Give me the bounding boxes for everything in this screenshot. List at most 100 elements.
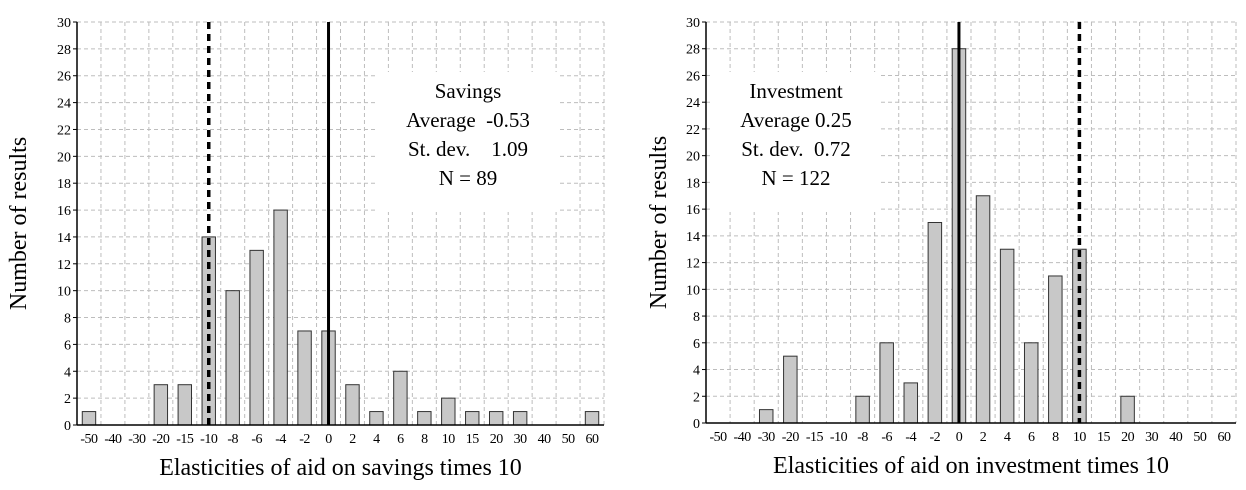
x-tick-label: 50 xyxy=(1193,430,1207,445)
x-axis-title: Elasticities of aid on investment times … xyxy=(773,453,1169,479)
bar xyxy=(488,411,504,426)
stats-annotation: Savings Average -0.53 St. dev. 1.09 N = 89 xyxy=(378,72,558,212)
y-axis-title: Number of results xyxy=(646,136,672,309)
x-tick-label: 15 xyxy=(466,432,480,447)
bar xyxy=(927,222,943,424)
stats-line: Average 0.25 xyxy=(740,108,852,132)
stats-line: Savings xyxy=(435,79,502,103)
bar xyxy=(783,355,798,424)
y-tick-label: 2 xyxy=(64,392,71,407)
bar xyxy=(855,395,870,424)
bar xyxy=(177,384,193,426)
bar xyxy=(297,330,312,426)
x-tick-label: -8 xyxy=(857,430,868,445)
x-tick-label: 30 xyxy=(1145,430,1159,445)
reference-lines xyxy=(957,22,1082,423)
x-axis-title: Elasticities of aid on savings times 10 xyxy=(159,455,522,481)
y-tick-label: 28 xyxy=(686,43,700,58)
bar xyxy=(417,411,432,426)
y-tick-label: 0 xyxy=(64,419,71,434)
x-tick-label: 20 xyxy=(490,432,504,447)
x-tick-labels: -50 -40 -30 -20 -15 -10 -8 -6 -4 -2 0 2 4 6 8 10 15 20 30 4… xyxy=(709,430,1231,445)
stats-line: N = 122 xyxy=(761,166,830,190)
x-tick-label: -20 xyxy=(152,432,170,447)
bar xyxy=(1048,275,1063,424)
x-tick-label: -4 xyxy=(905,430,916,445)
x-tick-label: 8 xyxy=(421,432,428,447)
bar xyxy=(879,342,894,424)
x-tick-label: -30 xyxy=(128,432,146,447)
x-tick-label: 0 xyxy=(956,430,963,445)
y-tick-label: 6 xyxy=(64,338,71,353)
x-tick-label: 4 xyxy=(1004,430,1011,445)
y-tick-label: 10 xyxy=(686,283,700,298)
bar xyxy=(441,397,456,426)
bar xyxy=(999,248,1015,424)
x-tick-label: 60 xyxy=(1217,430,1231,445)
y-tick-label: 4 xyxy=(693,364,700,379)
x-tick-label: 10 xyxy=(1073,430,1087,445)
bar xyxy=(584,411,600,426)
x-tick-label: 2 xyxy=(349,432,356,447)
x-tick-label: -40 xyxy=(734,430,752,445)
stats-line: St. dev. 1.09 xyxy=(408,137,528,161)
bar xyxy=(393,370,408,426)
x-tick-label: 50 xyxy=(562,432,576,447)
y-tick-label: 24 xyxy=(57,97,71,112)
x-tick-label: -20 xyxy=(782,430,800,445)
y-tick-label: 12 xyxy=(686,257,700,272)
x-tick-label: 4 xyxy=(373,432,380,447)
bar xyxy=(465,411,480,426)
y-tick-label: 28 xyxy=(57,43,71,58)
y-tick-label: 30 xyxy=(57,16,71,31)
y-tick-label: 8 xyxy=(64,312,71,327)
bars xyxy=(81,209,600,426)
stats-line: Average -0.53 xyxy=(406,108,530,132)
x-tick-label: 8 xyxy=(1052,430,1059,445)
y-tick-label: 20 xyxy=(57,150,71,165)
y-tick-label: 14 xyxy=(686,230,700,245)
y-axis-title: Number of results xyxy=(6,137,32,310)
y-tick-label: 10 xyxy=(57,285,71,300)
y-tick-label: 26 xyxy=(57,70,71,85)
stats-box xyxy=(712,72,880,212)
stats-line: Investment xyxy=(749,79,842,103)
stats-line: N = 89 xyxy=(439,166,498,190)
bar xyxy=(903,382,919,424)
x-tick-label: -40 xyxy=(104,432,122,447)
bar xyxy=(369,411,384,426)
x-tick-label: 40 xyxy=(538,432,552,447)
bar xyxy=(758,409,774,424)
x-tick-label: -50 xyxy=(709,430,727,445)
y-tick-label: 20 xyxy=(686,150,700,165)
y-tick-label: 16 xyxy=(57,204,71,219)
bar xyxy=(81,411,97,426)
x-tick-label: -50 xyxy=(80,432,98,447)
bar xyxy=(273,209,288,426)
y-tick-label: 8 xyxy=(693,310,700,325)
reference-lines xyxy=(207,22,331,425)
x-tick-label: -10 xyxy=(830,430,848,445)
x-tick-label: 6 xyxy=(397,432,404,447)
x-tick-label: -15 xyxy=(176,432,194,447)
x-tick-label: -8 xyxy=(227,432,238,447)
y-tick-label: 6 xyxy=(693,337,700,352)
x-tick-label: -6 xyxy=(881,430,892,445)
x-tick-label: -10 xyxy=(200,432,218,447)
bar xyxy=(225,290,240,426)
y-tick-label: 4 xyxy=(64,365,71,380)
y-tick-label: 0 xyxy=(693,417,700,432)
stats-box xyxy=(378,72,558,212)
bar xyxy=(1023,342,1039,424)
x-tick-label: -2 xyxy=(299,432,310,447)
y-tick-label: 30 xyxy=(686,16,700,31)
x-tick-labels: -50 -40 -30 -20 -15 -10 -8 -6 -4 -2 0 2 4 6 8 10 15 20 30 4… xyxy=(80,432,599,447)
x-tick-label: 30 xyxy=(514,432,528,447)
x-tick-label: 0 xyxy=(325,432,332,447)
